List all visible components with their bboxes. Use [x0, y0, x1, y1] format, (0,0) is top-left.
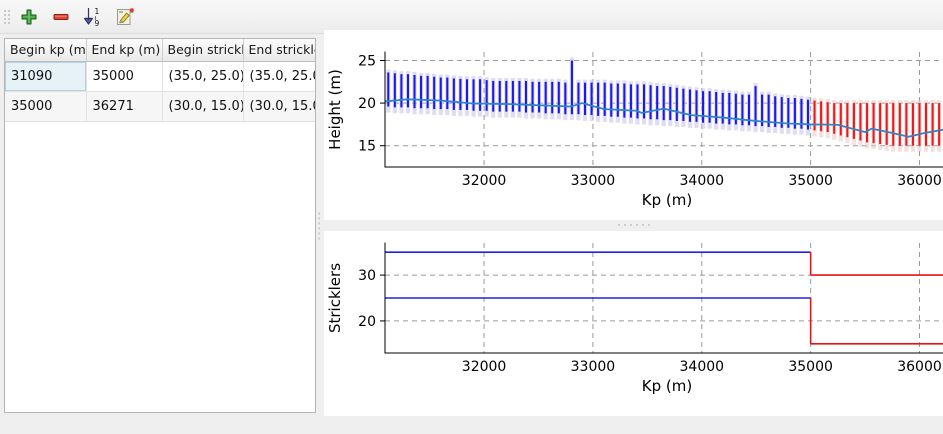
horizontal-splitter[interactable] — [324, 220, 943, 231]
splitter-handle — [318, 212, 320, 239]
y-tick-label: 15 — [358, 139, 376, 155]
x-tick-label: 35000 — [788, 359, 833, 375]
vertical-splitter[interactable] — [316, 38, 324, 413]
cell-begin-stricklers[interactable]: (30.0, 15.0) — [162, 91, 244, 122]
cell-end-stricklers[interactable]: (30.0, 15.0) — [243, 91, 315, 122]
y-tick-label: 20 — [358, 314, 376, 330]
y-tick-label: 25 — [358, 54, 376, 70]
stricklers-chart-panel[interactable]: 20 30 32000 33000 34000 35000 36000 Kp (m) Stric… — [324, 231, 943, 416]
reaches-table[interactable]: Begin kp (m) End kp (m) Begin strickle E… — [5, 39, 315, 122]
cell-begin-kp[interactable]: 35000 — [5, 91, 87, 122]
remove-row-button[interactable] — [48, 5, 74, 29]
sort-digit-bottom: 9 — [95, 19, 100, 28]
y-tick-label: 20 — [358, 96, 376, 112]
series-bed-level-line — [384, 98, 943, 138]
cell-begin-stricklers[interactable]: (35.0, 25.0) — [162, 61, 244, 92]
grip-dot — [8, 18, 10, 20]
grip-dot — [8, 22, 10, 24]
x-axis-title: Kp (m) — [642, 377, 692, 395]
grip-dot — [4, 10, 6, 12]
sort-button[interactable]: 1 9 — [80, 5, 106, 29]
grip-dot — [4, 18, 6, 20]
cell-end-kp[interactable]: 35000 — [86, 61, 163, 92]
table-header-row: Begin kp (m) End kp (m) Begin strickle E… — [5, 39, 315, 62]
y-tick-label: 30 — [358, 268, 376, 284]
toolbar-drag-handle[interactable] — [4, 8, 10, 26]
grip-dot — [8, 14, 10, 16]
column-header-begin-kp[interactable]: Begin kp (m) — [5, 39, 87, 62]
stricklers-chart[interactable]: 20 30 32000 33000 34000 35000 36000 Kp (m) Stric… — [324, 231, 943, 416]
axis-lines — [384, 242, 943, 354]
plus-icon — [21, 9, 37, 25]
cell-begin-kp[interactable]: 31090 — [5, 61, 87, 92]
sort-down-icon: 1 9 — [84, 7, 100, 28]
edit-button[interactable] — [112, 5, 138, 29]
edit-note-icon — [117, 8, 134, 25]
grip-dot — [4, 14, 6, 16]
grip-dot — [4, 22, 6, 24]
grip-dot — [8, 10, 10, 12]
table-row[interactable]: 35000 36271 (30.0, 15.0) (30.0, 15.0) — [5, 91, 315, 122]
x-tick-label: 33000 — [571, 173, 616, 189]
cell-end-kp[interactable]: 36271 — [86, 91, 163, 122]
x-tick-label: 34000 — [680, 173, 725, 189]
footer-strip — [0, 416, 943, 434]
toolbar: 1 9 — [0, 0, 943, 34]
y-axis-title: Height (m) — [326, 69, 344, 150]
table-row[interactable]: 31090 35000 (35.0, 25.0) (35.0, 25.0) — [5, 61, 315, 92]
x-tick-label: 36000 — [897, 359, 942, 375]
height-chart[interactable]: 15 20 25 32000 33000 34000 35000 36000 Kp (m) Hei… — [324, 30, 943, 220]
x-tick-label: 36000 — [897, 173, 942, 189]
x-axis-title: Kp (m) — [642, 191, 692, 209]
height-chart-panel[interactable]: 15 20 25 32000 33000 34000 35000 36000 Kp (m) Hei… — [324, 30, 943, 220]
cell-end-stricklers[interactable]: (35.0, 25.0) — [243, 61, 315, 92]
x-tick-label: 32000 — [462, 173, 507, 189]
column-header-end-kp[interactable]: End kp (m) — [86, 39, 163, 62]
y-axis-title: Stricklers — [326, 263, 344, 333]
splitter-handle — [617, 224, 650, 226]
axis-lines — [384, 51, 943, 168]
minus-icon — [53, 14, 69, 20]
x-tick-label: 34000 — [680, 359, 725, 375]
x-tick-label: 33000 — [571, 359, 616, 375]
x-tick-label: 35000 — [788, 173, 833, 189]
add-row-button[interactable] — [16, 5, 42, 29]
reaches-table-panel[interactable]: Begin kp (m) End kp (m) Begin strickle E… — [4, 38, 316, 413]
column-header-end-stricklers[interactable]: End strickler — [243, 39, 315, 62]
sort-digit-top: 1 — [95, 7, 100, 16]
column-header-begin-stricklers[interactable]: Begin strickle — [162, 39, 244, 62]
x-tick-label: 32000 — [462, 359, 507, 375]
